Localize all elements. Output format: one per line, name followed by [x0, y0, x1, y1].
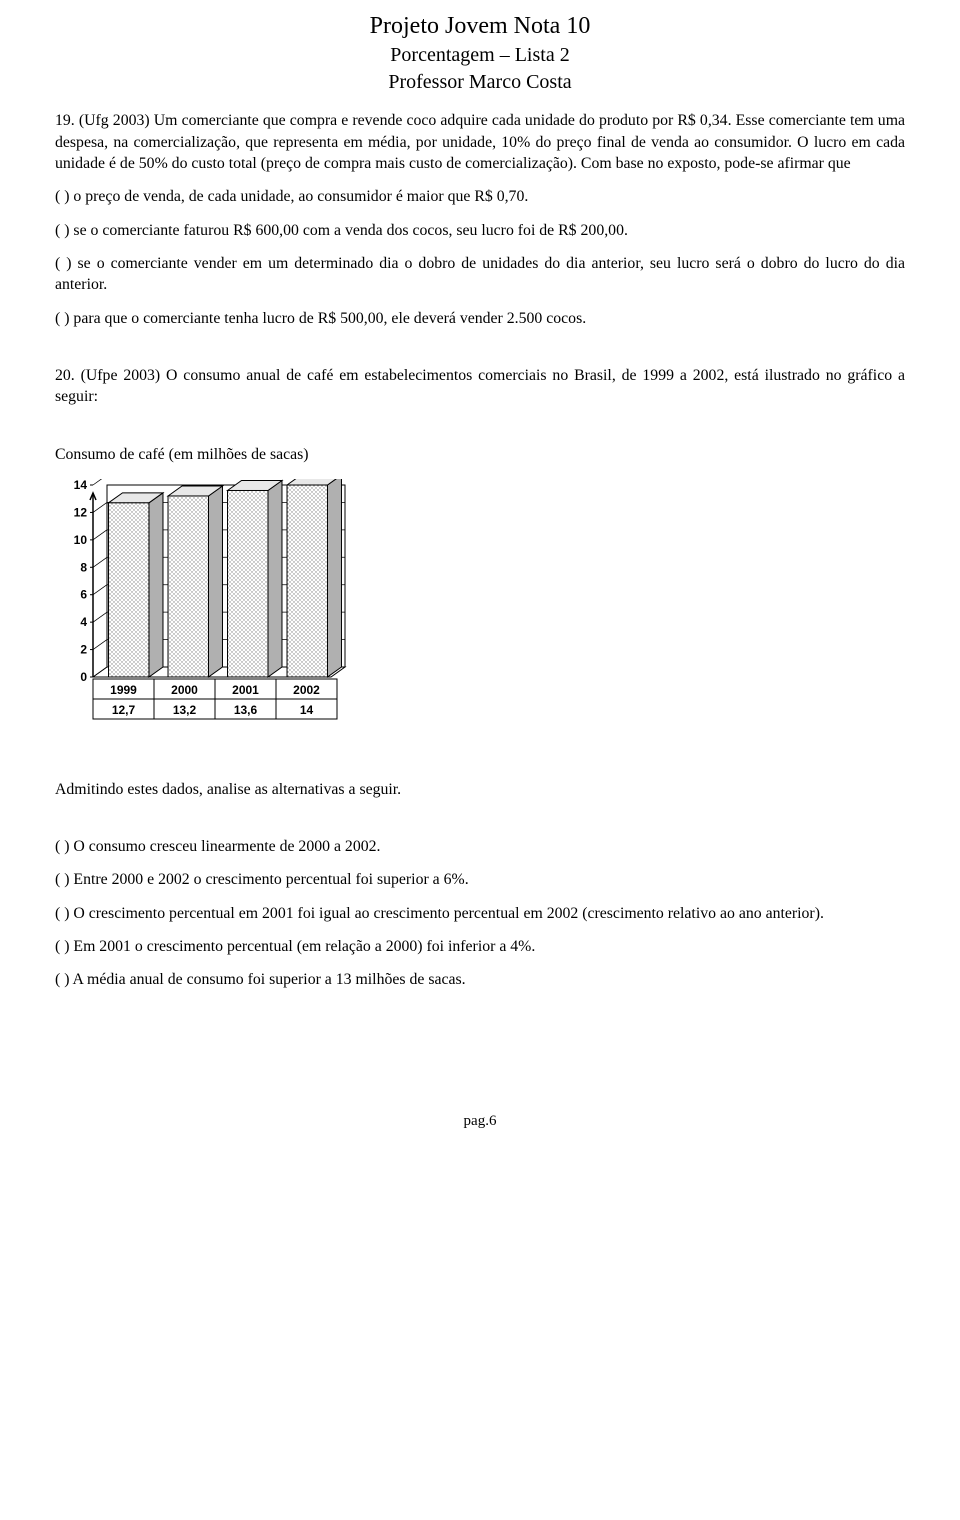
svg-text:12: 12	[74, 505, 88, 519]
svg-text:2000: 2000	[171, 683, 198, 697]
q20-option-3: ( ) O crescimento percentual em 2001 foi…	[55, 903, 905, 924]
header-title: Projeto Jovem Nota 10	[55, 10, 905, 42]
header-subtitle-2: Professor Marco Costa	[55, 69, 905, 96]
svg-text:4: 4	[80, 615, 87, 629]
q20-option-5: ( ) A média anual de consumo foi superio…	[55, 969, 905, 990]
q19-option-1: ( ) o preço de venda, de cada unidade, a…	[55, 186, 905, 207]
q20-option-4: ( ) Em 2001 o crescimento percentual (em…	[55, 936, 905, 957]
svg-text:12,7: 12,7	[112, 703, 136, 717]
q20-option-2: ( ) Entre 2000 e 2002 o crescimento perc…	[55, 869, 905, 890]
q19-body: 19. (Ufg 2003) Um comerciante que compra…	[55, 110, 905, 174]
page-footer: pag.6	[55, 1111, 905, 1131]
svg-text:8: 8	[80, 560, 87, 574]
svg-text:1999: 1999	[110, 683, 137, 697]
svg-text:2001: 2001	[232, 683, 259, 697]
coffee-chart-svg: 0 2 4 6 8 10 12 14 1999 12,7 2000 13,2 2001 13,6 2002 1…	[55, 479, 355, 729]
svg-text:13,2: 13,2	[173, 703, 197, 717]
svg-text:14: 14	[74, 479, 88, 492]
svg-text:13,6: 13,6	[234, 703, 258, 717]
q20-intro2: Admitindo estes dados, analise as altern…	[55, 779, 905, 800]
chart-caption: Consumo de café (em milhões de sacas)	[55, 444, 905, 465]
coffee-chart: 0 2 4 6 8 10 12 14 1999 12,7 2000 13,2 2001 13,6 2002 1…	[55, 479, 905, 729]
q19-option-4: ( ) para que o comerciante tenha lucro d…	[55, 308, 905, 329]
svg-text:10: 10	[74, 533, 88, 547]
q20-body: 20. (Ufpe 2003) O consumo anual de café …	[55, 365, 905, 408]
q19-option-2: ( ) se o comerciante faturou R$ 600,00 c…	[55, 220, 905, 241]
svg-text:14: 14	[300, 703, 314, 717]
q20-option-1: ( ) O consumo cresceu linearmente de 200…	[55, 836, 905, 857]
svg-text:0: 0	[80, 670, 87, 684]
svg-text:2: 2	[80, 642, 87, 656]
page-number: pag.6	[464, 1113, 497, 1129]
document-header: Projeto Jovem Nota 10 Porcentagem – List…	[55, 10, 905, 96]
q19-option-3: ( ) se o comerciante vender em um determ…	[55, 253, 905, 296]
svg-text:6: 6	[80, 588, 87, 602]
header-subtitle-1: Porcentagem – Lista 2	[55, 42, 905, 69]
svg-text:2002: 2002	[293, 683, 320, 697]
